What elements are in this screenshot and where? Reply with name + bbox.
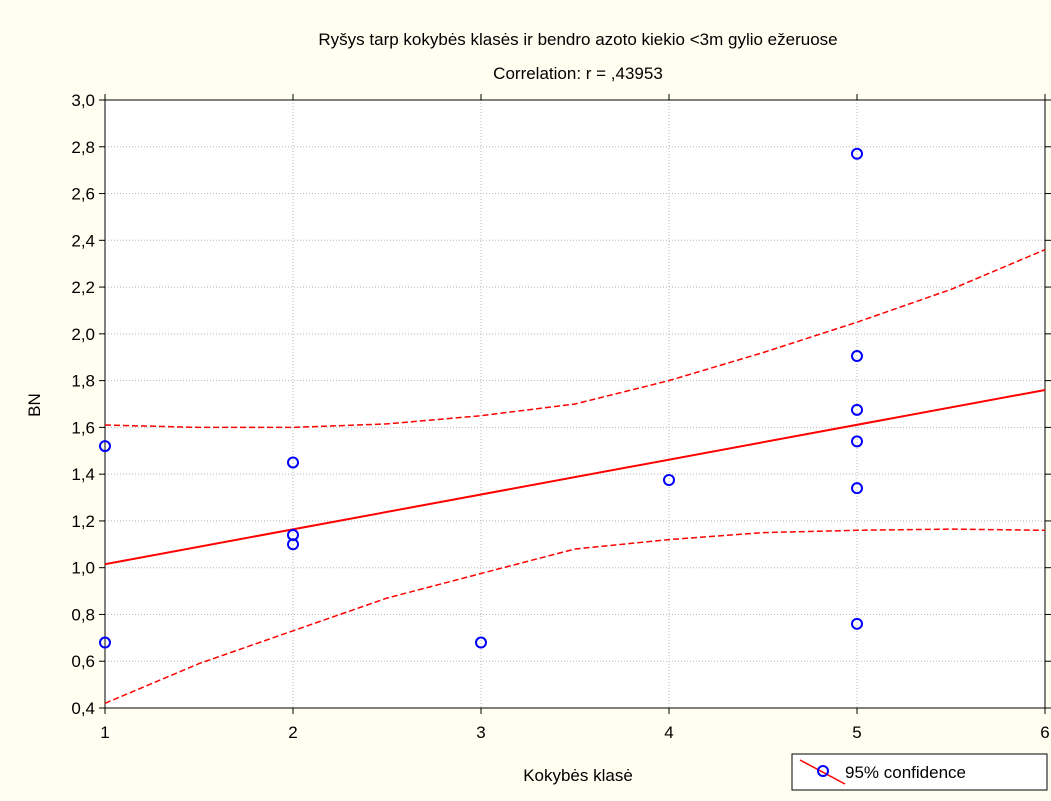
- y-tick-label: 2,6: [71, 185, 95, 204]
- y-tick-label: 0,6: [71, 652, 95, 671]
- plot-area: 0,4 0,6 0,8 1,0 1,2 1,4 1,6 1,8 2,0 2,2 2,4 2,6 2,8 3…: [71, 91, 1051, 742]
- y-tick-label: 2,8: [71, 138, 95, 157]
- x-tick-label: 6: [1040, 723, 1049, 742]
- data-point: [475, 636, 487, 649]
- data-point: [287, 538, 299, 551]
- x-tick-label: 1: [100, 723, 109, 742]
- plot-frame: [104, 99, 1046, 709]
- y-tick-label: 2,2: [71, 278, 95, 297]
- data-point: [851, 350, 863, 363]
- data-point: [851, 435, 863, 448]
- x-tick-label: 3: [476, 723, 485, 742]
- y-tick-label: 3,0: [71, 91, 95, 110]
- regression-line: [104, 388, 1046, 566]
- y-tick-label: 0,4: [71, 699, 95, 718]
- data-point: [287, 456, 299, 469]
- data-point: [851, 403, 863, 416]
- chart-subtitle: Correlation: r = ,43953: [493, 64, 663, 83]
- confidence-band-upper: [104, 249, 1046, 429]
- data-point: [99, 440, 111, 453]
- y-axis-label: BN: [25, 393, 44, 417]
- data-point: [851, 482, 863, 495]
- legend-label: 95% confidence: [845, 763, 966, 782]
- x-tick-label: 2: [288, 723, 297, 742]
- y-tick-label: 1,8: [71, 372, 95, 391]
- y-tick-label: 0,8: [71, 605, 95, 624]
- y-tick-label: 1,4: [71, 465, 95, 484]
- y-tick-label: 1,0: [71, 559, 95, 578]
- y-tick-label: 1,2: [71, 512, 95, 531]
- data-point: [99, 636, 111, 649]
- chart-title: Ryšys tarp kokybės klasės ir bendro azot…: [318, 30, 837, 49]
- legend: 95% confidence: [791, 753, 1048, 791]
- y-tick-label: 2,0: [71, 325, 95, 344]
- x-tick-label: 5: [852, 723, 861, 742]
- legend-fit-swatch: [799, 759, 846, 785]
- x-tick-label: 4: [664, 723, 673, 742]
- data-point: [663, 474, 675, 486]
- legend-box: [791, 753, 1048, 791]
- legend-point-swatch: [817, 765, 829, 777]
- y-tick-label: 1,6: [71, 418, 95, 437]
- data-point: [851, 147, 863, 160]
- confidence-band-lower: [104, 528, 1046, 704]
- x-axis-label: Kokybės klasė: [523, 766, 633, 785]
- data-point: [851, 617, 863, 630]
- y-tick-label: 2,4: [71, 231, 95, 250]
